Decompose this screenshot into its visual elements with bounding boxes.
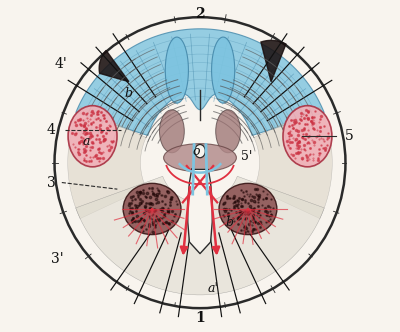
Polygon shape — [212, 37, 235, 103]
Text: o: o — [192, 145, 200, 158]
Ellipse shape — [219, 183, 277, 235]
Ellipse shape — [123, 183, 181, 235]
Text: 4: 4 — [46, 123, 55, 137]
Text: a: a — [82, 135, 90, 148]
Text: 5': 5' — [240, 150, 252, 163]
Polygon shape — [99, 50, 129, 82]
Text: a': a' — [208, 282, 219, 295]
Ellipse shape — [164, 144, 236, 172]
Polygon shape — [68, 107, 146, 218]
Text: 3': 3' — [51, 252, 64, 266]
Text: 3: 3 — [47, 176, 56, 190]
Ellipse shape — [160, 110, 184, 153]
Text: 4': 4' — [55, 56, 68, 70]
Ellipse shape — [195, 144, 205, 158]
Ellipse shape — [54, 17, 346, 308]
Text: 1: 1 — [195, 311, 205, 325]
Polygon shape — [261, 41, 286, 82]
Ellipse shape — [68, 106, 117, 167]
Polygon shape — [188, 169, 212, 254]
Text: 5: 5 — [344, 129, 353, 143]
Text: 2: 2 — [195, 7, 205, 21]
Ellipse shape — [283, 106, 332, 167]
Ellipse shape — [216, 110, 240, 153]
Text: b: b — [125, 87, 133, 100]
Polygon shape — [254, 107, 332, 218]
Polygon shape — [165, 37, 188, 103]
Polygon shape — [76, 176, 324, 295]
Polygon shape — [76, 29, 324, 135]
Text: b: b — [226, 216, 234, 229]
